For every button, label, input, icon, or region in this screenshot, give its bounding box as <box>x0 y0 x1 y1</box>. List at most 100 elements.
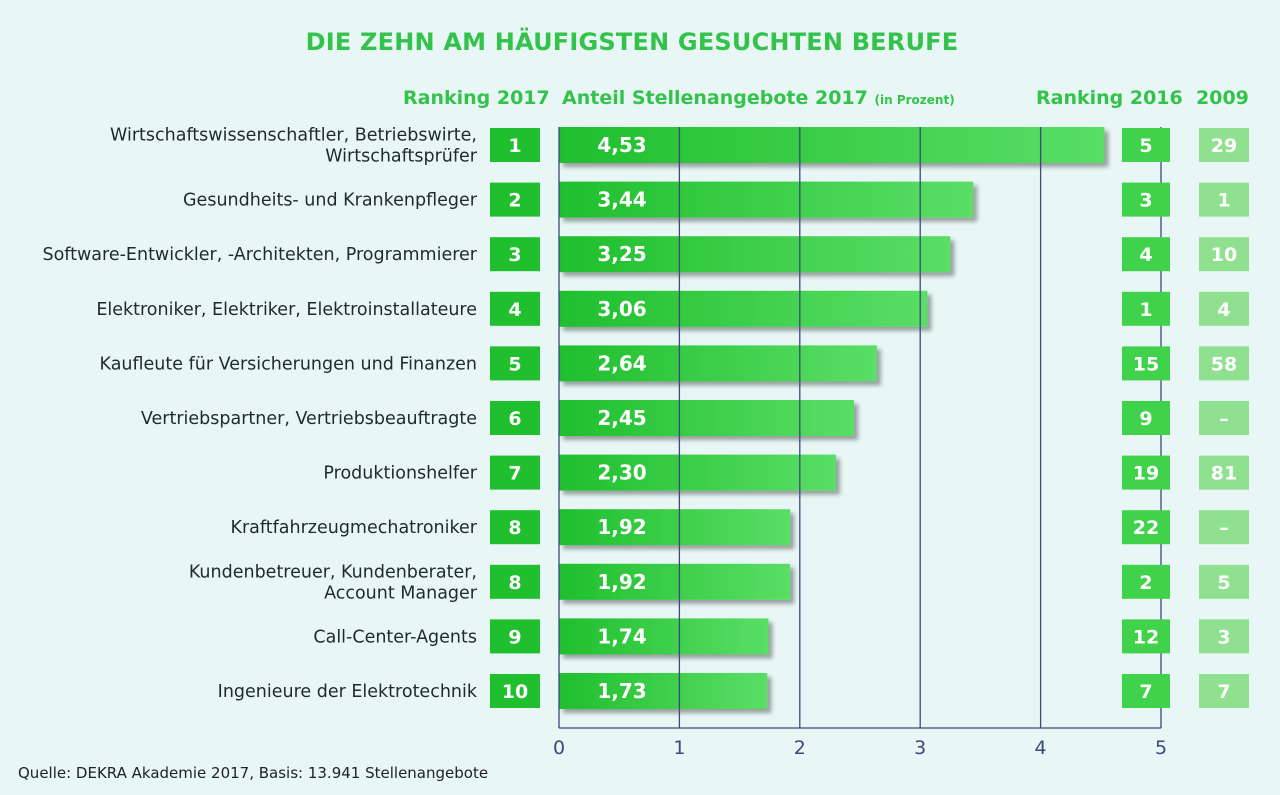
ranking-2017-label: 2 <box>508 190 521 212</box>
ranking-2017-box <box>490 510 540 545</box>
ranking-2017-label: 7 <box>508 463 521 485</box>
ranking-2016-box <box>1122 346 1170 381</box>
x-tick-label: 2 <box>794 737 806 759</box>
ranking-2016-box <box>1122 237 1170 272</box>
category-label: Gesundheits- und Krankenpfleger <box>183 191 478 211</box>
bar <box>559 290 928 327</box>
bar <box>559 345 877 382</box>
source-note: Quelle: DEKRA Akademie 2017, Basis: 13.9… <box>18 764 489 782</box>
ranking-2009-label: 5 <box>1217 572 1230 594</box>
ranking-2017-label: 8 <box>508 572 521 594</box>
ranking-2017-label: 3 <box>508 244 521 266</box>
ranking-2017-box <box>490 674 540 708</box>
category-label: Software-Entwickler, -Architekten, Progr… <box>42 245 477 265</box>
category-label: Ingenieure der Elektrotechnik <box>218 682 478 702</box>
ranking-2017-label: 1 <box>508 135 521 157</box>
ranking-2009-box <box>1199 619 1249 654</box>
header-ranking-2009: 2009 <box>1196 87 1249 109</box>
value-label: 1,92 <box>597 570 646 594</box>
category-label: Kraftfahrzeugmechatroniker <box>231 518 478 538</box>
ranking-2016-label: 1 <box>1139 299 1152 321</box>
x-tick-label: 4 <box>1035 737 1047 759</box>
ranking-2016-box <box>1122 455 1170 490</box>
value-label: 3,44 <box>597 188 646 212</box>
category-label: Kaufleute für Versicherungen und Finanze… <box>100 354 477 374</box>
ranking-2016-box <box>1122 564 1170 599</box>
ranking-2017-box <box>490 619 540 654</box>
bar <box>559 618 769 655</box>
ranking-2016-label: 15 <box>1133 353 1159 375</box>
value-label: 1,92 <box>597 515 646 539</box>
ranking-2016-box <box>1122 291 1170 326</box>
bar <box>559 454 836 491</box>
ranking-2016-label: 19 <box>1133 463 1159 485</box>
ranking-2017-label: 10 <box>502 681 528 703</box>
ranking-2009-box <box>1199 291 1249 326</box>
ranking-2009-label: 4 <box>1217 299 1230 321</box>
ranking-2009-label: – <box>1219 517 1229 539</box>
ranking-2017-label: 4 <box>508 299 521 321</box>
category-label: Produktionshelfer <box>323 464 477 484</box>
header-ranking-2016: Ranking 2016 <box>1036 87 1183 109</box>
ranking-2017-label: 6 <box>508 408 521 430</box>
x-tick-label: 0 <box>553 737 565 759</box>
ranking-2009-label: 58 <box>1211 353 1237 375</box>
ranking-2009-label: – <box>1219 408 1229 430</box>
ranking-2017-box <box>490 291 540 326</box>
ranking-2009-label: 10 <box>1211 244 1237 266</box>
ranking-2009-box <box>1199 401 1249 435</box>
bar <box>559 181 974 218</box>
bar <box>559 236 951 273</box>
ranking-2009-box <box>1199 346 1249 381</box>
value-label: 3,06 <box>597 297 646 321</box>
ranking-2016-box <box>1122 182 1170 217</box>
ranking-2016-box <box>1122 510 1170 545</box>
ranking-2009-box <box>1199 128 1249 162</box>
ranking-2017-box <box>490 455 540 490</box>
x-tick-label: 3 <box>914 737 926 759</box>
ranking-2009-label: 81 <box>1211 463 1237 485</box>
bar <box>559 563 791 600</box>
ranking-2016-box <box>1122 128 1170 162</box>
ranking-2016-label: 3 <box>1139 190 1152 212</box>
category-label: Call-Center-Agents <box>313 627 477 647</box>
value-label: 1,74 <box>597 624 646 648</box>
ranking-2009-label: 7 <box>1217 681 1230 703</box>
ranking-2009-box <box>1199 564 1249 599</box>
ranking-2009-box <box>1199 237 1249 272</box>
category-label: Vertriebspartner, Vertriebsbeauftragte <box>141 409 477 429</box>
category-label: Kundenbetreuer, Kundenberater, <box>189 562 477 582</box>
ranking-2016-label: 9 <box>1139 408 1152 430</box>
x-tick-label: 1 <box>673 737 685 759</box>
ranking-2017-label: 8 <box>508 517 521 539</box>
ranking-2009-box <box>1199 182 1249 217</box>
ranking-2016-label: 4 <box>1139 244 1152 266</box>
ranking-2017-label: 5 <box>508 353 521 375</box>
ranking-2009-box <box>1199 510 1249 545</box>
ranking-2009-box <box>1199 455 1249 490</box>
header-share-unit: (in Prozent) <box>874 93 955 107</box>
ranking-2016-box <box>1122 619 1170 654</box>
category-label: Elektroniker, Elektriker, Elektroinstall… <box>96 300 477 320</box>
header-share-label: Anteil Stellenangebote 2017 <box>562 87 868 109</box>
value-label: 2,45 <box>597 406 646 430</box>
category-label: Account Manager <box>324 583 478 603</box>
ranking-2016-box <box>1122 401 1170 435</box>
ranking-2016-label: 2 <box>1139 572 1152 594</box>
value-label: 2,64 <box>597 351 646 375</box>
ranking-2016-box <box>1122 674 1170 708</box>
header-share: Anteil Stellenangebote 2017 (in Prozent) <box>562 87 955 109</box>
ranking-2017-box <box>490 237 540 272</box>
ranking-2017-box <box>490 564 540 599</box>
value-label: 3,25 <box>597 242 646 266</box>
ranking-2009-label: 1 <box>1217 190 1230 212</box>
ranking-2017-box <box>490 128 540 162</box>
value-label: 4,53 <box>597 133 646 157</box>
ranking-2017-box <box>490 346 540 381</box>
ranking-2016-label: 12 <box>1133 626 1159 648</box>
ranking-2017-label: 9 <box>508 626 521 648</box>
ranking-2017-box <box>490 182 540 217</box>
value-label: 2,30 <box>597 461 646 485</box>
ranking-2017-box <box>490 401 540 435</box>
